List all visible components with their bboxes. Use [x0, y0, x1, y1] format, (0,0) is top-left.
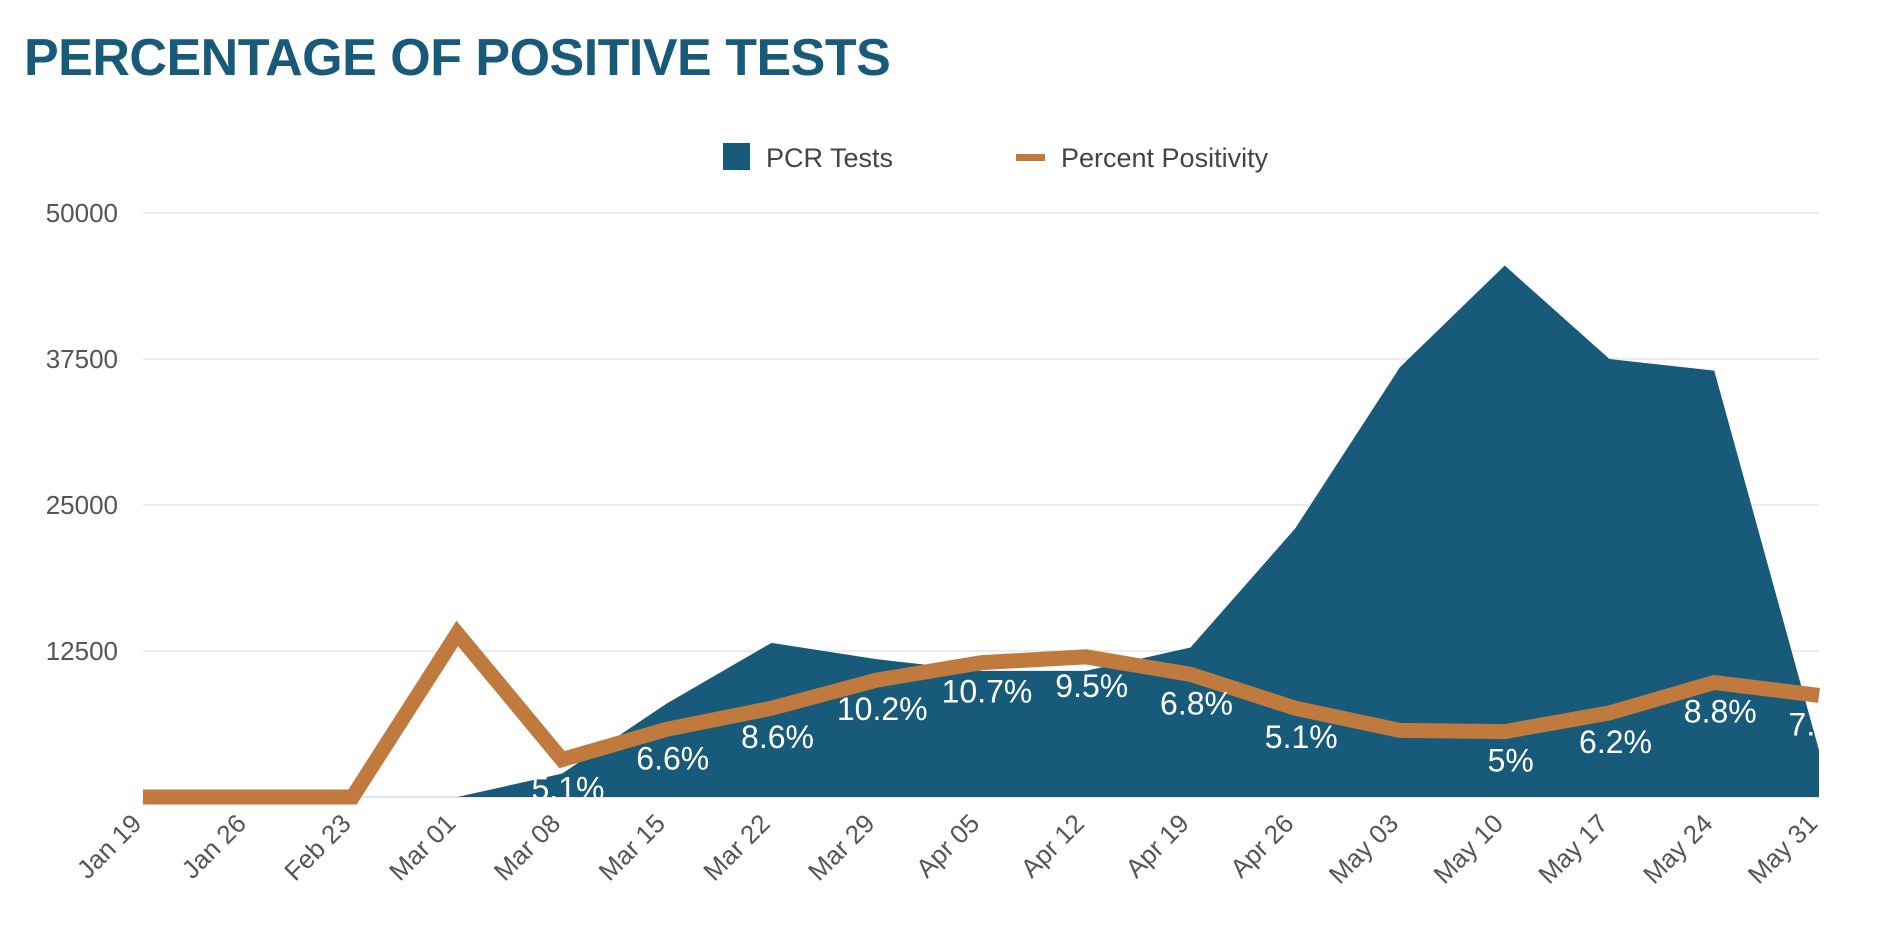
y-tick-label-2: 37500: [46, 344, 118, 374]
x-tick-label-12: May 03: [1323, 808, 1405, 890]
data-label-15: 8.8%: [1684, 694, 1757, 730]
legend[interactable]: PCR Tests Percent Positivity: [723, 143, 1269, 173]
area-pcr-tests: [143, 265, 1819, 797]
x-tick-label-6: Mar 22: [697, 808, 775, 886]
x-tick-label-14: May 17: [1532, 808, 1614, 890]
x-tick-label-10: Apr 19: [1119, 808, 1194, 883]
area-series-layer: [143, 265, 1819, 797]
legend-item-percent-positivity[interactable]: Percent Positivity: [1016, 143, 1269, 173]
data-label-4: 5.1%: [532, 771, 605, 807]
y-axis: 12500 25000 37500 50000: [46, 198, 118, 666]
y-tick-label-3: 50000: [46, 198, 118, 228]
data-label-10: 6.8%: [1160, 685, 1233, 721]
data-label-9: 9.5%: [1055, 668, 1128, 704]
x-tick-label-2: Feb 23: [278, 808, 356, 886]
legend-label-pcr-tests: PCR Tests: [766, 143, 893, 173]
data-label-8: 10.7%: [942, 674, 1033, 710]
x-axis: Jan 19 Jan 26 Feb 23 Mar 01 Mar 08 Mar 15 Mar …: [71, 808, 1823, 890]
line-series-layer: [142, 620, 1820, 805]
legend-swatch-percent-positivity: [1016, 154, 1045, 161]
x-tick-label-15: May 24: [1637, 808, 1719, 890]
data-label-11: 5.1%: [1265, 719, 1338, 755]
x-tick-label-3: Mar 01: [383, 808, 461, 886]
x-tick-label-1: Jan 26: [176, 808, 252, 884]
x-tick-label-9: Apr 12: [1015, 808, 1090, 883]
data-label-14: 6.2%: [1579, 724, 1652, 760]
x-tick-label-4: Mar 08: [488, 808, 566, 886]
data-label-5: 6.6%: [636, 740, 709, 776]
legend-label-percent-positivity: Percent Positivity: [1061, 143, 1269, 173]
chart-title: PERCENTAGE OF POSITIVE TESTS: [24, 29, 891, 87]
x-tick-label-5: Mar 15: [593, 808, 671, 886]
x-tick-label-8: Apr 05: [910, 808, 985, 883]
data-labels: 5.1% 6.6% 8.6% 10.2% 10.7% 9.5% 6.8% 5.1% 5% 6.2%…: [532, 668, 1862, 807]
x-tick-label-13: May 10: [1427, 808, 1509, 890]
x-tick-label-11: Apr 26: [1224, 808, 1299, 883]
legend-swatch-pcr-tests: [723, 143, 750, 170]
y-tick-label-1: 25000: [46, 490, 118, 520]
data-label-13: 5%: [1488, 743, 1534, 779]
data-label-6: 8.6%: [741, 719, 814, 755]
x-tick-label-16: May 31: [1742, 808, 1824, 890]
y-tick-label-0: 12500: [46, 636, 118, 666]
x-tick-label-7: Mar 29: [802, 808, 880, 886]
data-label-16: 7.9%: [1789, 706, 1862, 742]
data-label-7: 10.2%: [837, 691, 928, 727]
x-tick-label-0: Jan 19: [71, 808, 147, 884]
legend-item-pcr-tests[interactable]: PCR Tests: [723, 143, 893, 173]
